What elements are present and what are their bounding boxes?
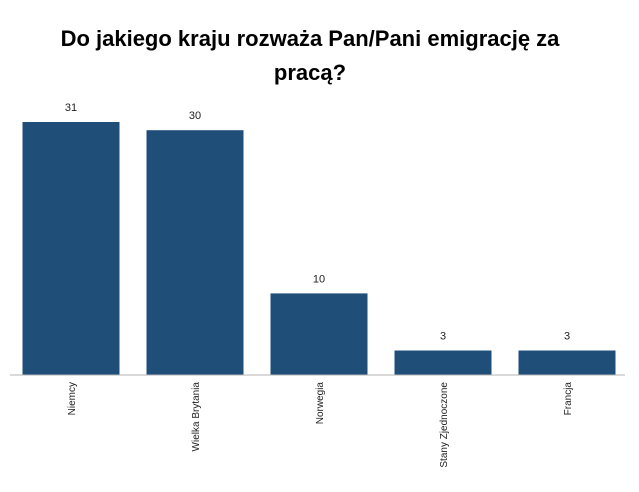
bar-wielka-brytania (146, 130, 244, 375)
bar-norwegia (270, 293, 368, 375)
bar-francja (518, 350, 616, 375)
data-label: 10 (313, 273, 325, 285)
x-tick-label: Wielka Brytania (191, 382, 202, 452)
bar-niemcy (22, 122, 120, 375)
data-label: 3 (440, 331, 446, 343)
data-label: 30 (189, 110, 201, 122)
data-label: 3 (564, 331, 570, 343)
data-label: 31 (65, 102, 77, 114)
x-tick-label: Stany Zjednoczone (439, 382, 450, 468)
bars-layer (22, 122, 616, 375)
chart-title: Do jakiego kraju rozważa Pan/Pani emigra… (60, 26, 560, 85)
bar-stany-zjednoczone (394, 350, 492, 375)
x-tick-label: Niemcy (67, 382, 78, 415)
labels-layer: 31 Niemcy 30 Wielka Brytania 10 Norwegia 3 Stan… (65, 102, 574, 468)
x-tick-label: Norwegia (315, 382, 326, 425)
x-tick-label: Francja (563, 382, 574, 416)
